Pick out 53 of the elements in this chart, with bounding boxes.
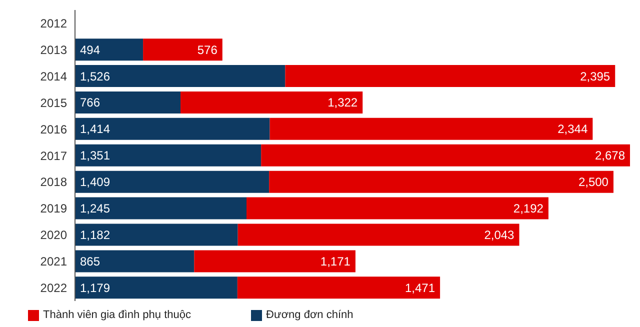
bar bbox=[270, 118, 593, 140]
bar bbox=[75, 91, 181, 114]
bar bbox=[75, 170, 270, 193]
data-label: 1,245 bbox=[80, 202, 110, 216]
bar bbox=[269, 170, 614, 193]
bar bbox=[246, 197, 548, 220]
y-tick-label: 2014 bbox=[40, 69, 68, 84]
y-tick-label: 2016 bbox=[40, 122, 68, 136]
legend-label: Thành viên gia đình phụ thuộc bbox=[43, 309, 192, 321]
data-label: 2,192 bbox=[513, 202, 544, 216]
data-label: 1,471 bbox=[405, 280, 436, 295]
data-label: 1,526 bbox=[80, 69, 110, 84]
data-label: 2,043 bbox=[484, 228, 515, 242]
bar bbox=[180, 91, 363, 114]
data-label: 2,344 bbox=[558, 122, 588, 136]
bar bbox=[194, 250, 356, 272]
data-label: 865 bbox=[80, 254, 100, 268]
legend-label: Đương đơn chính bbox=[266, 309, 354, 321]
y-tick-label: 2015 bbox=[40, 96, 68, 110]
y-tick-label: 2013 bbox=[40, 42, 68, 57]
bar bbox=[261, 144, 630, 166]
data-label: 766 bbox=[80, 96, 100, 110]
bar bbox=[75, 250, 194, 272]
bar bbox=[75, 65, 286, 88]
data-label: 1,351 bbox=[80, 148, 110, 163]
data-label: 1,182 bbox=[80, 228, 110, 242]
data-label: 494 bbox=[80, 42, 100, 57]
bar bbox=[75, 118, 270, 140]
data-label: 1,322 bbox=[328, 96, 358, 110]
bar bbox=[75, 197, 246, 220]
data-label: 576 bbox=[197, 42, 218, 57]
bar bbox=[143, 38, 222, 61]
data-label: 2,395 bbox=[580, 69, 610, 84]
data-label: 1,179 bbox=[80, 280, 110, 295]
bar bbox=[238, 224, 520, 246]
y-tick-label: 2017 bbox=[40, 148, 68, 163]
data-label: 2,500 bbox=[578, 175, 609, 190]
y-tick-label: 2020 bbox=[40, 228, 68, 242]
y-tick-label: 2012 bbox=[40, 16, 68, 30]
bar bbox=[75, 38, 144, 61]
data-label: 1,409 bbox=[80, 175, 110, 190]
bar bbox=[237, 276, 440, 299]
y-tick-label: 2021 bbox=[40, 254, 68, 269]
bar bbox=[75, 276, 238, 299]
data-label: 2,678 bbox=[594, 148, 626, 163]
data-label: 1,171 bbox=[320, 254, 351, 268]
bar bbox=[75, 224, 238, 246]
bar bbox=[75, 144, 262, 166]
y-tick-label: 2018 bbox=[40, 175, 68, 190]
bar bbox=[285, 65, 616, 88]
y-tick-label: 2022 bbox=[40, 281, 68, 296]
y-tick-label: 2019 bbox=[40, 202, 68, 216]
data-label: 1,414 bbox=[80, 122, 110, 136]
